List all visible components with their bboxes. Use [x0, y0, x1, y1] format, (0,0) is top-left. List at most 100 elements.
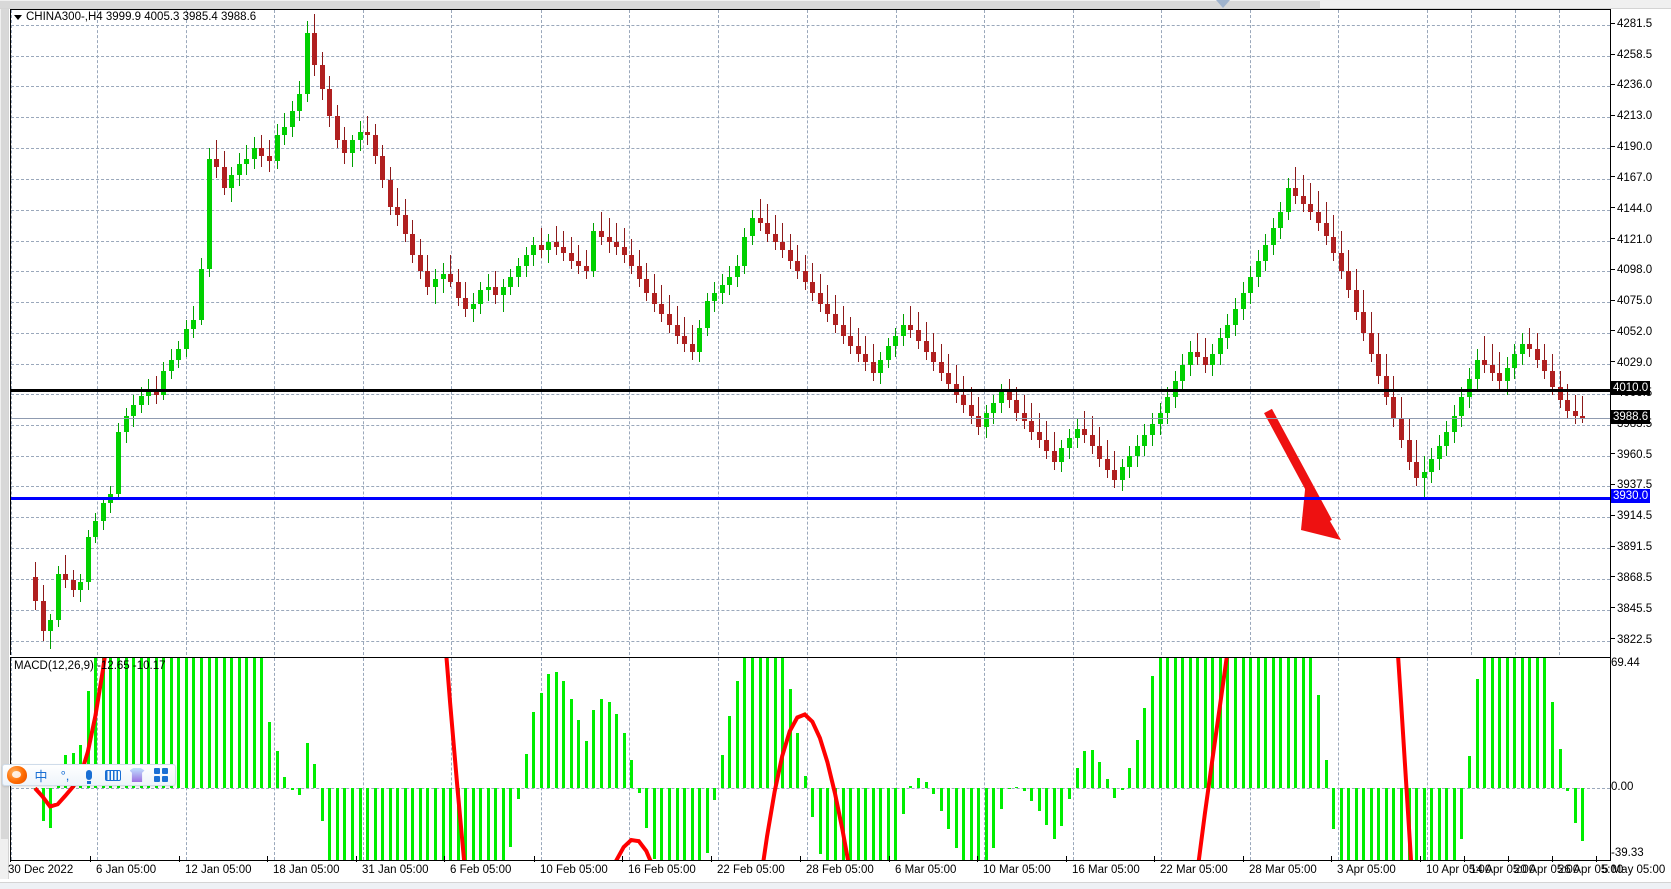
candle-body	[1270, 228, 1276, 245]
macd-histogram-bar	[562, 680, 566, 789]
gridline-vertical	[629, 10, 630, 655]
ime-voice-icon[interactable]	[78, 766, 100, 785]
price-axis-tick: 3868.5	[1611, 572, 1671, 585]
candle-wick	[216, 140, 218, 178]
time-axis-label: 22 Mar 05:00	[1160, 864, 1228, 876]
price-axis[interactable]: 4281.5 4258.5 4236.0 4213.0 4190.0 4167.0 4144…	[1611, 9, 1671, 655]
candle-body	[1036, 432, 1042, 441]
price-axis-tick: 4213.0	[1611, 110, 1671, 123]
time-axis-tick	[1331, 856, 1332, 862]
horizontal-scrollbar[interactable]	[0, 0, 1671, 9]
candle-wick	[1582, 395, 1584, 423]
candle-wick	[1204, 338, 1206, 374]
current-price-badge[interactable]: 3988.6	[1611, 409, 1651, 424]
macd-indicator-header: MACD(12,26,9) -12.65 -10.17	[14, 660, 166, 672]
macd-histogram-bar	[773, 658, 777, 789]
current-price-line[interactable]	[11, 417, 1610, 419]
macd-histogram-bar	[698, 788, 702, 860]
price-chart-panel[interactable]	[10, 9, 1610, 655]
support-line[interactable]	[11, 496, 1610, 500]
chart-symbol-header[interactable]: CHINA300-,H4 3999.9 4005.3 3985.4 3988.6	[14, 11, 256, 23]
macd-histogram-bar	[1166, 658, 1170, 789]
macd-histogram-bar	[1430, 788, 1434, 860]
candle-body	[1466, 378, 1472, 398]
candle-wick	[767, 204, 769, 242]
macd-histogram-bar	[411, 788, 415, 860]
macd-histogram-bar	[305, 743, 309, 789]
price-axis-tick: 4098.0	[1611, 264, 1671, 277]
candle-body	[1316, 212, 1322, 224]
time-axis-label: 3 Apr 05:00	[1337, 864, 1396, 876]
time-axis[interactable]: 30 Dec 2022 6 Jan 05:00 12 Jan 05:00 18 Jan…	[8, 856, 1665, 882]
macd-histogram-bar	[1113, 788, 1117, 798]
macd-histogram-bar	[969, 788, 973, 860]
macd-histogram-bar	[592, 709, 596, 789]
caret-down-icon[interactable]	[14, 14, 22, 20]
price-axis-tick: 4281.5	[1611, 18, 1671, 31]
candle-body	[825, 303, 831, 315]
price-axis-tick: 3891.5	[1611, 541, 1671, 554]
candle-body	[621, 247, 627, 256]
candle-body	[1255, 260, 1261, 277]
resistance-level-badge[interactable]: 4010.0	[1611, 381, 1651, 396]
candle-body	[1180, 365, 1186, 382]
macd-histogram-bar	[1581, 788, 1585, 842]
macd-histogram-bar	[811, 788, 815, 817]
ime-language-icon[interactable]: 中	[34, 768, 48, 784]
time-axis-label: 12 Jan 05:00	[185, 864, 252, 876]
candle-wick	[487, 274, 489, 301]
macd-histogram-bar	[1445, 788, 1449, 860]
ime-keyboard-icon[interactable]	[102, 766, 124, 785]
candle-wick	[563, 231, 565, 261]
price-axis-tick: 4258.5	[1611, 49, 1671, 62]
candle-body	[1082, 429, 1088, 435]
ime-skin-icon[interactable]	[126, 766, 148, 785]
macd-histogram-bar	[1400, 788, 1404, 860]
macd-histogram-bar	[1271, 658, 1275, 789]
candle-body	[674, 324, 680, 336]
candle-wick	[616, 223, 618, 256]
candle-body	[1112, 469, 1118, 481]
candle-wick	[759, 198, 761, 232]
candle-body	[146, 389, 152, 396]
time-axis-tick	[622, 856, 623, 862]
candle-body	[885, 346, 891, 360]
support-level-badge[interactable]: 3930.0	[1611, 488, 1651, 503]
candle-body	[289, 110, 295, 127]
macd-indicator-panel[interactable]	[10, 657, 1610, 861]
price-axis-tick: 3914.5	[1611, 510, 1671, 523]
candle-body	[712, 292, 718, 301]
ime-toolbar[interactable]: 中 °,	[2, 764, 176, 786]
macd-histogram-bar	[139, 658, 143, 789]
horizontal-scrollbar-thumb[interactable]	[0, 1, 1320, 8]
candle-body	[1263, 244, 1269, 261]
candle-body	[229, 174, 235, 189]
gridline-horizontal	[11, 393, 1610, 395]
candle-wick	[676, 306, 678, 344]
ime-apps-icon[interactable]	[150, 766, 172, 785]
candle-body	[40, 601, 46, 631]
vertical-scrollbar-thumb[interactable]	[1, 9, 8, 839]
macd-histogram-bar	[1022, 788, 1026, 791]
macd-histogram-bar	[675, 788, 679, 860]
ime-punctuation-icon[interactable]: °,	[60, 767, 70, 783]
gridline-vertical	[718, 10, 719, 655]
price-axis-tick: 3822.5	[1611, 634, 1671, 647]
vertical-scrollbar[interactable]	[0, 9, 9, 879]
candle-body	[478, 290, 484, 304]
macd-axis[interactable]: 69.44 0.00 -39.33	[1611, 657, 1671, 861]
scroll-position-marker-icon	[1216, 0, 1230, 8]
macd-histogram-bar	[343, 788, 347, 860]
candle-body	[304, 32, 310, 95]
candle-body	[1195, 351, 1201, 358]
candle-body	[1210, 354, 1216, 366]
candle-wick	[955, 365, 957, 403]
candle-body	[440, 274, 446, 280]
candle-body	[900, 324, 906, 336]
macd-histogram-bar	[1354, 788, 1358, 860]
resistance-line[interactable]	[11, 389, 1610, 393]
candle-wick	[1114, 450, 1116, 489]
macd-histogram-bar	[788, 688, 792, 789]
ime-logo-icon[interactable]	[6, 766, 28, 785]
